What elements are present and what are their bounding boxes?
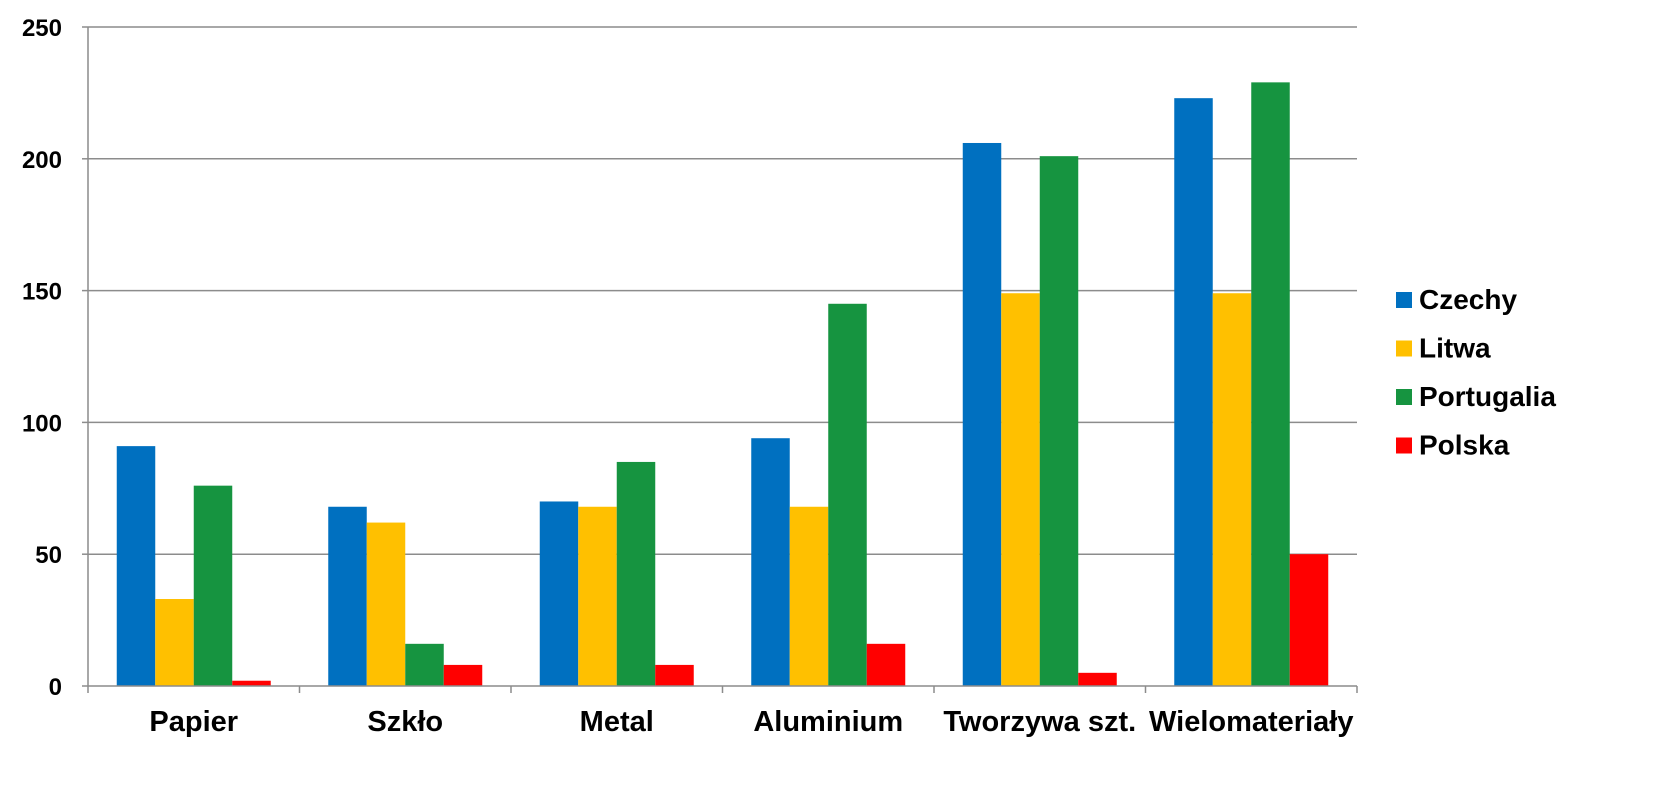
axes	[82, 26, 1358, 693]
bar-czechy-2	[539, 501, 579, 686]
legend-swatch-portugalia	[1396, 389, 1412, 405]
bar-litwa-2	[578, 506, 617, 686]
gridlines	[88, 26, 1357, 555]
bar-portugalia-0	[193, 485, 233, 686]
bar-czechy-5	[1174, 98, 1213, 686]
bar-litwa-4	[1001, 293, 1040, 686]
bar-czechy-1	[328, 506, 367, 686]
bar-portugalia-5	[1251, 82, 1290, 686]
y-tick-label: 200	[22, 147, 62, 174]
legend-label-litwa: Litwa	[1419, 333, 1491, 364]
bar-polska-2	[655, 664, 694, 686]
y-tick-label: 0	[49, 674, 62, 701]
y-tick-label: 150	[22, 279, 62, 306]
legend-swatch-polska	[1396, 437, 1412, 454]
legend: Czechy Litwa Portugalia Polska	[1396, 284, 1556, 461]
bar-czechy-3	[751, 438, 790, 686]
y-tick-label: 250	[22, 15, 62, 42]
bar-litwa-1	[366, 522, 406, 686]
bar-polska-0	[232, 680, 271, 686]
bar-litwa-0	[155, 599, 194, 686]
y-tick-label: 50	[35, 542, 62, 569]
x-category-label: Szkło	[367, 706, 443, 738]
bar-portugalia-4	[1039, 156, 1079, 686]
legend-swatch-litwa	[1396, 340, 1412, 357]
bar-polska-1	[443, 664, 483, 686]
bar-portugalia-1	[405, 643, 444, 686]
legend-label-portugalia: Portugalia	[1419, 381, 1556, 412]
legend-swatch-czechy	[1396, 292, 1412, 308]
bar-polska-5	[1289, 554, 1329, 686]
bar-portugalia-2	[616, 461, 656, 686]
bar-series	[116, 82, 1329, 686]
legend-label-polska: Polska	[1419, 430, 1510, 461]
bar-polska-3	[866, 643, 906, 686]
bar-litwa-3	[789, 506, 829, 686]
x-category-label: Wielomateriały	[1149, 706, 1353, 738]
x-category-label: Aluminium	[753, 706, 903, 738]
x-axis-category-labels: Papier Szkło Metal Aluminium Tworzywa szt. Wi…	[149, 706, 1353, 738]
bar-polska-4	[1078, 672, 1117, 686]
bar-czechy-0	[116, 446, 156, 686]
x-category-label: Tworzywa szt.	[943, 706, 1136, 738]
x-category-label: Metal	[580, 706, 654, 738]
bar-czechy-4	[962, 142, 1002, 686]
bar-litwa-5	[1212, 293, 1252, 686]
legend-label-czechy: Czechy	[1419, 284, 1517, 315]
y-tick-label: 100	[22, 410, 62, 437]
y-axis-tick-labels: 0 50 100 150 200 250	[22, 15, 62, 701]
bar-portugalia-3	[828, 303, 867, 686]
x-category-label: Papier	[149, 706, 238, 738]
